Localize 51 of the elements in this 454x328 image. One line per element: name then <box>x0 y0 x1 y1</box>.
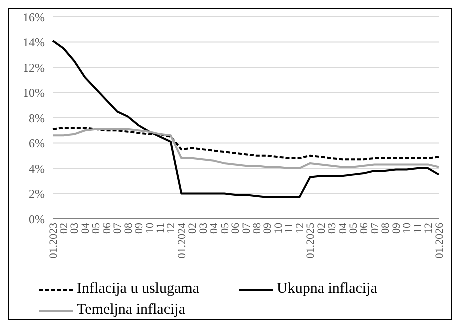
x-tick-label: 11 <box>412 223 424 234</box>
y-tick-label: 12% <box>23 60 45 75</box>
x-tick-label: 05 <box>348 222 360 234</box>
x-tick-label: 10 <box>144 222 156 234</box>
legend-label: Inflacija u uslugama <box>77 281 200 298</box>
y-tick-label: 8% <box>29 111 45 126</box>
x-tick-label: 01.2023 <box>48 222 60 259</box>
x-tick-label: 07 <box>240 222 253 234</box>
x-tick-label: 09 <box>262 222 274 234</box>
x-tick-label: 12 <box>166 223 178 234</box>
x-tick-label: 09 <box>134 222 146 234</box>
y-tick-label: 0% <box>29 212 45 226</box>
x-tick-label: 02 <box>187 223 200 234</box>
x-tick-label: 01.2026 <box>434 222 446 259</box>
x-tick-label: 01.2025 <box>305 222 318 259</box>
y-tick-label: 6% <box>29 136 45 151</box>
x-tick-label: 12 <box>423 223 436 234</box>
x-tick-label: 09 <box>390 222 403 234</box>
x-tick-label: 03 <box>198 222 210 234</box>
x-tick-label: 11 <box>284 223 296 234</box>
x-tick-label: 12 <box>294 223 306 234</box>
x-tick-label: 10 <box>272 222 285 234</box>
x-tick-label: 01.2024 <box>176 222 188 259</box>
legend-label: Temeljna inflacija <box>77 302 186 319</box>
x-tick-label: 05 <box>219 222 232 234</box>
x-tick-label: 10 <box>402 222 414 234</box>
x-tick-label: 11 <box>155 223 168 234</box>
x-tick-label: 08 <box>380 222 392 234</box>
line-series <box>52 40 440 199</box>
x-tick-label: 03 <box>69 222 82 234</box>
legend-label: Ukupna inflacija <box>277 281 378 298</box>
y-tick-label: 10% <box>23 86 45 100</box>
x-tick-label: 07 <box>112 222 124 234</box>
y-tick-label: 2% <box>29 187 45 202</box>
y-tick-label: 16% <box>23 10 45 24</box>
x-tick-label: 08 <box>252 222 264 234</box>
x-tick-label: 02 <box>58 223 71 234</box>
x-tick-label: 04 <box>80 222 92 234</box>
x-tick-label: 02 <box>316 223 328 234</box>
y-tick-label: 4% <box>29 162 45 176</box>
x-tick-label: 06 <box>358 222 371 234</box>
x-tick-label: 06 <box>101 222 114 234</box>
x-tick-label: 04 <box>208 222 221 234</box>
x-tick-label: 07 <box>369 222 382 234</box>
x-tick-label: 08 <box>122 222 135 234</box>
y-tick-label: 14% <box>23 36 45 50</box>
x-tick-label: 04 <box>337 222 350 234</box>
x-tick-label: 03 <box>326 222 339 234</box>
x-tick-label: 06 <box>230 222 242 234</box>
x-tick-label: 05 <box>90 222 103 234</box>
line-series <box>52 128 440 170</box>
